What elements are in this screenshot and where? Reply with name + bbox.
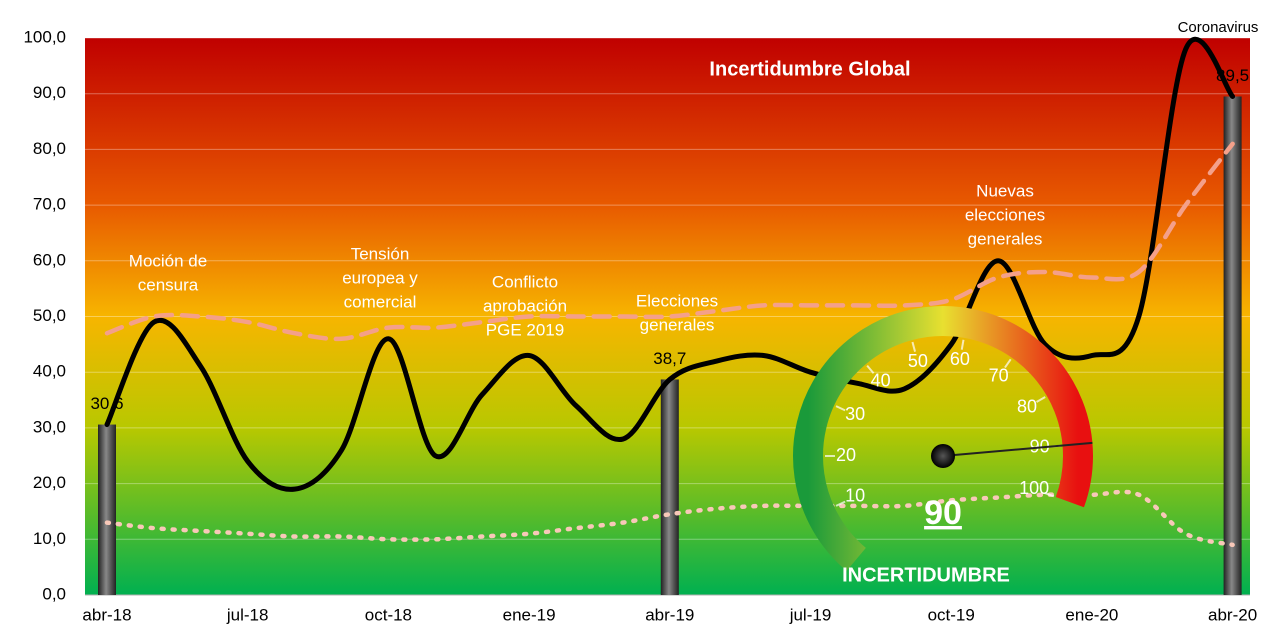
gauge-tick [1036,396,1046,403]
gauge-tick-label: 80 [1017,396,1037,416]
x-tick-label: abr-18 [82,605,131,624]
gauge-needle [942,441,1093,457]
gauge-tick [1044,491,1055,498]
bar [98,424,116,595]
gauge-tick-label: 70 [989,365,1009,385]
annotation: Tensión [351,244,410,263]
y-tick-label: 90,0 [33,83,66,102]
bar [1223,96,1242,596]
gauge-hub [931,444,955,468]
annotation: Moción de [129,251,207,270]
y-tick-label: 30,0 [33,417,66,436]
gauge-tick-label: 20 [836,445,856,465]
annotation: Elecciones [636,291,718,310]
annotation: elecciones [965,205,1045,224]
gauge-tick-label: 30 [845,404,865,424]
annotation: europea y [342,268,418,287]
y-tick-label: 20,0 [33,473,66,492]
annotation: aprobación [483,296,567,315]
annotation: Nuevas [976,181,1034,200]
gauge-tick-label: 50 [908,351,928,371]
line-series [104,141,1235,342]
annotation: Coronavirus [1178,19,1259,36]
y-tick-label: 50,0 [33,306,66,325]
y-tick-label: 80,0 [33,139,66,158]
annotation: generales [968,229,1043,248]
y-tick-label: 10,0 [33,529,66,548]
x-tick-label: oct-18 [365,605,412,624]
gauge-tick [911,341,917,352]
y-tick-label: 0,0 [42,584,66,603]
bar [660,379,679,595]
gauge-tick [866,364,875,374]
x-tick-label: jul-18 [226,605,269,624]
gauge-tick-label: 10 [845,486,865,506]
y-tick-label: 60,0 [33,250,66,269]
annotation: censura [138,275,199,294]
gauge-tick-label: 90 [1030,436,1050,456]
gauge-tick-label: 100 [1019,478,1049,498]
x-tick-label: ene-19 [503,605,556,624]
gauge-label: INCERTIDUMBRE [842,564,1010,586]
chart-title: Incertidumbre Global [709,58,910,80]
gauge-value: 90 [924,494,962,532]
gauge-tick [835,405,846,412]
x-tick-label: jul-19 [789,605,832,624]
x-tick-label: abr-20 [1208,605,1257,624]
line-series [104,489,1235,548]
y-tick-label: 40,0 [33,362,66,381]
gauge-tick-label: 40 [871,370,891,390]
gauge-tick [835,500,846,507]
x-tick-label: abr-19 [645,605,694,624]
annotation: Conflicto [492,272,558,291]
x-tick-label: oct-19 [928,605,975,624]
gauge-tick [1004,358,1012,369]
line-series [104,36,1236,492]
annotation: PGE 2019 [486,320,564,339]
annotation: generales [640,315,715,334]
annotation: comercial [344,292,417,311]
gauge-arc [793,306,1093,571]
x-tick-label: ene-20 [1065,605,1118,624]
gauge-tick-label: 60 [950,349,970,369]
y-tick-label: 100,0 [23,27,66,46]
y-tick-label: 70,0 [33,195,66,214]
gauge-tick [960,339,965,350]
value-label: 38,7 [653,349,686,368]
